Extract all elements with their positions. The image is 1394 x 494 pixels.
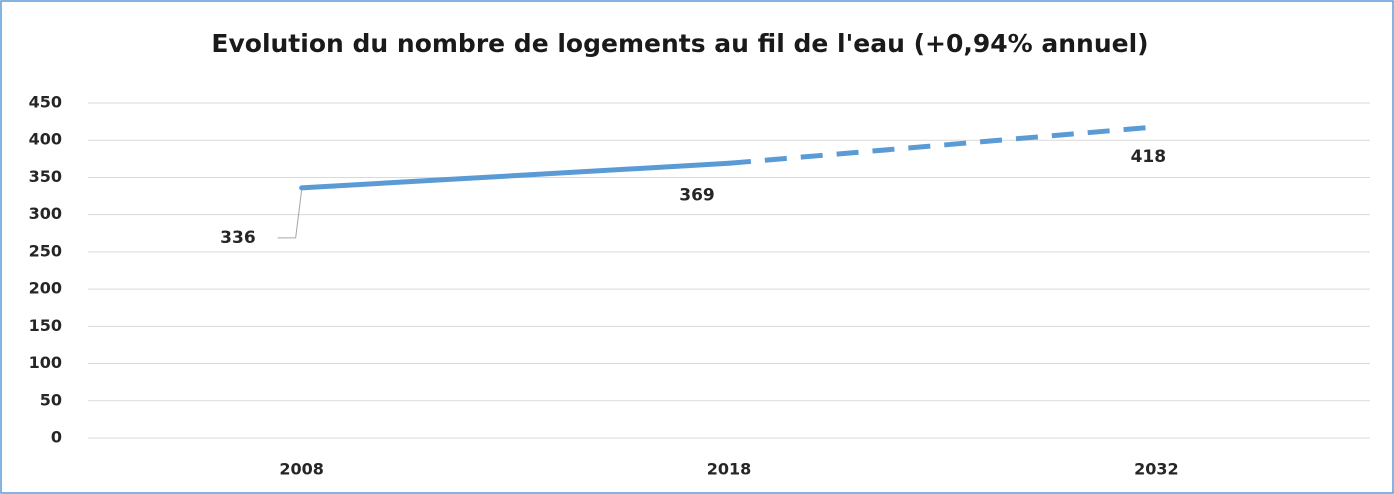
y-tick-label: 150 <box>29 316 62 335</box>
y-tick-label: 100 <box>29 353 62 372</box>
y-tick-label: 300 <box>29 204 62 223</box>
y-tick-label: 0 <box>51 428 62 447</box>
y-tick-label: 400 <box>29 130 62 149</box>
y-tick-label: 200 <box>29 279 62 298</box>
y-tick-label: 250 <box>29 241 62 260</box>
data-label: 418 <box>1131 147 1167 167</box>
x-tick-label: 2018 <box>707 460 752 479</box>
x-tick-label: 2008 <box>279 460 324 479</box>
line-series <box>299 160 732 191</box>
y-tick-label: 50 <box>40 390 62 409</box>
x-tick-label: 2032 <box>1134 460 1179 479</box>
chart-title: Evolution du nombre de logements au fil … <box>211 29 1148 58</box>
y-tick-label: 350 <box>29 167 62 186</box>
data-label: 369 <box>679 185 715 205</box>
data-label: 336 <box>220 228 256 248</box>
leader-line <box>277 189 303 239</box>
y-tick-label: 450 <box>29 93 62 112</box>
